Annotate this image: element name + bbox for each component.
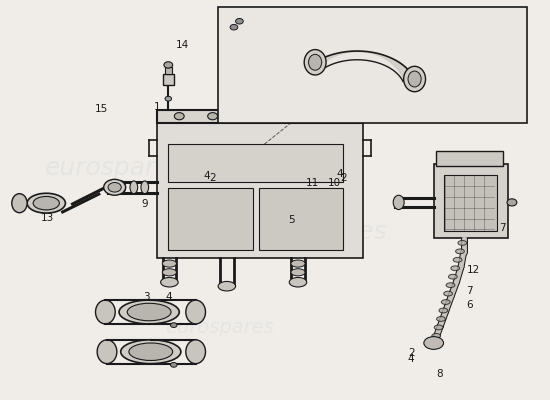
- Ellipse shape: [444, 291, 453, 296]
- Text: 8: 8: [436, 369, 443, 379]
- Ellipse shape: [174, 113, 184, 120]
- Ellipse shape: [241, 113, 251, 120]
- Ellipse shape: [434, 325, 443, 330]
- Ellipse shape: [446, 283, 455, 288]
- Text: 7: 7: [466, 286, 472, 296]
- Bar: [443, 175, 497, 231]
- Ellipse shape: [27, 193, 65, 213]
- Bar: [168, 188, 253, 250]
- Ellipse shape: [393, 195, 404, 210]
- Ellipse shape: [507, 199, 517, 206]
- Text: 13: 13: [41, 213, 54, 223]
- Ellipse shape: [455, 249, 464, 254]
- Ellipse shape: [170, 323, 177, 328]
- Bar: [434, 164, 508, 238]
- Ellipse shape: [119, 300, 179, 324]
- Text: 15: 15: [95, 104, 108, 114]
- Ellipse shape: [235, 18, 243, 24]
- Ellipse shape: [96, 300, 115, 324]
- Ellipse shape: [118, 181, 125, 194]
- Ellipse shape: [458, 240, 467, 245]
- Ellipse shape: [186, 300, 206, 324]
- Ellipse shape: [127, 303, 171, 321]
- Text: 1: 1: [154, 102, 161, 112]
- Ellipse shape: [230, 24, 238, 30]
- Text: eurospares: eurospares: [45, 156, 185, 180]
- Ellipse shape: [162, 260, 177, 267]
- Ellipse shape: [33, 196, 59, 210]
- Text: eurospares: eurospares: [248, 220, 387, 244]
- Text: eurospares: eurospares: [166, 318, 274, 337]
- Ellipse shape: [291, 260, 305, 267]
- Text: 4: 4: [408, 354, 414, 364]
- Ellipse shape: [120, 340, 181, 364]
- Ellipse shape: [130, 181, 138, 194]
- Ellipse shape: [141, 181, 149, 194]
- Ellipse shape: [170, 362, 177, 367]
- Text: 5: 5: [288, 215, 295, 225]
- Text: 3: 3: [143, 292, 150, 302]
- Text: 6: 6: [466, 300, 472, 310]
- Ellipse shape: [309, 54, 322, 70]
- Ellipse shape: [162, 269, 177, 276]
- Ellipse shape: [208, 113, 218, 120]
- Ellipse shape: [186, 340, 206, 364]
- Text: 10: 10: [328, 178, 340, 188]
- Text: 11: 11: [306, 178, 319, 188]
- Ellipse shape: [304, 50, 326, 75]
- Ellipse shape: [308, 113, 318, 120]
- Ellipse shape: [97, 340, 117, 364]
- Bar: [165, 66, 172, 74]
- Ellipse shape: [164, 62, 173, 68]
- Bar: [258, 188, 343, 250]
- Ellipse shape: [274, 113, 284, 120]
- Ellipse shape: [437, 316, 446, 321]
- Ellipse shape: [439, 308, 448, 313]
- Ellipse shape: [404, 66, 426, 92]
- Ellipse shape: [12, 194, 27, 213]
- Bar: [218, 7, 527, 122]
- Text: 2: 2: [340, 173, 346, 183]
- Ellipse shape: [104, 179, 125, 195]
- Ellipse shape: [408, 71, 421, 87]
- Ellipse shape: [165, 96, 172, 101]
- Ellipse shape: [161, 278, 178, 287]
- Bar: [163, 74, 174, 85]
- Ellipse shape: [108, 182, 121, 192]
- Ellipse shape: [448, 274, 457, 279]
- Text: 9: 9: [141, 199, 148, 209]
- Bar: [157, 110, 362, 122]
- Ellipse shape: [451, 266, 460, 271]
- Text: 2: 2: [409, 348, 415, 358]
- Text: 2: 2: [209, 173, 216, 183]
- Ellipse shape: [453, 258, 462, 262]
- Ellipse shape: [291, 269, 305, 276]
- Ellipse shape: [129, 343, 173, 360]
- Ellipse shape: [424, 337, 443, 349]
- Ellipse shape: [432, 334, 441, 338]
- Ellipse shape: [341, 113, 351, 120]
- Text: 12: 12: [466, 264, 480, 274]
- Bar: [157, 120, 362, 258]
- Text: 4: 4: [165, 292, 172, 302]
- Bar: [168, 144, 343, 182]
- Ellipse shape: [289, 278, 307, 287]
- Text: 14: 14: [175, 40, 189, 50]
- Ellipse shape: [218, 282, 235, 291]
- Ellipse shape: [441, 300, 450, 304]
- Bar: [437, 151, 503, 166]
- Text: 4: 4: [204, 171, 210, 181]
- Text: 4: 4: [336, 169, 343, 179]
- Text: 7: 7: [499, 223, 505, 233]
